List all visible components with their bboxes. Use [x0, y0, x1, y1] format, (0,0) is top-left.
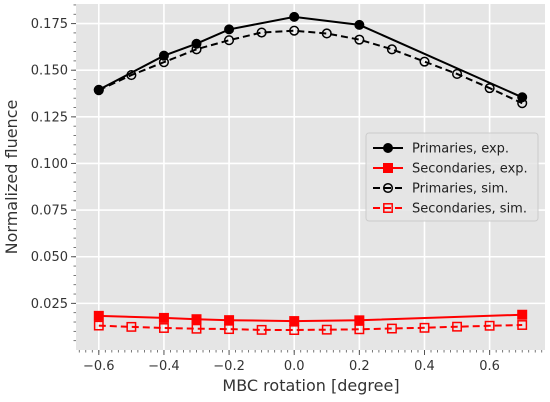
data-point	[517, 98, 528, 109]
y-tick-label: 0.150	[31, 64, 68, 79]
data-point	[289, 25, 300, 36]
data-point	[158, 312, 169, 323]
x-tick-label: −0.2	[213, 359, 245, 374]
data-point	[419, 56, 430, 67]
x-axis-label: MBC rotation [degree]	[222, 376, 399, 395]
axis-ticks: −0.6 −0.4 −0.2 0.0 0.2 0.4 0.6 0.025 0.050 0.075 0…	[31, 4, 543, 374]
data-point	[517, 320, 528, 330]
data-point	[452, 68, 463, 79]
legend-marker	[383, 163, 393, 173]
data-point	[256, 324, 267, 335]
series-line	[98, 324, 523, 332]
data-point	[354, 19, 365, 30]
data-point	[419, 322, 430, 333]
x-tick-label: −0.4	[148, 359, 180, 374]
series-line	[98, 29, 523, 105]
legend-label: Primaries, sim.	[412, 182, 508, 197]
data-point	[354, 324, 365, 335]
data-point	[517, 309, 528, 320]
data-point	[158, 57, 169, 68]
data-point	[126, 321, 137, 332]
series-2	[93, 309, 528, 327]
legend-marker	[383, 203, 393, 213]
y-tick-label: 0.075	[31, 204, 68, 219]
x-tick-label: 0.2	[349, 359, 370, 374]
legend-label: Primaries, exp.	[412, 142, 509, 157]
x-tick-label: 0.6	[479, 359, 500, 374]
legend-marker	[383, 143, 393, 153]
data-point	[321, 28, 332, 39]
data-point	[321, 324, 332, 335]
data-point	[224, 35, 235, 46]
data-point	[224, 24, 235, 35]
y-axis-label: Normalized fluence	[2, 100, 21, 255]
data-point	[484, 83, 495, 94]
data-point	[126, 70, 137, 81]
series-1	[93, 11, 528, 103]
y-tick-label: 0.175	[31, 17, 68, 32]
data-point	[93, 310, 104, 321]
y-tick-label: 0.100	[31, 157, 68, 172]
series-3	[93, 25, 528, 109]
data-point	[289, 316, 300, 327]
x-tick-label: 0.0	[284, 359, 305, 374]
data-point	[224, 315, 235, 326]
data-point	[93, 85, 104, 96]
data-point	[191, 44, 202, 55]
data-point	[256, 27, 267, 38]
y-tick-label: 0.050	[31, 250, 68, 265]
legend-marker	[382, 182, 394, 194]
data-point	[354, 315, 365, 326]
series-4	[93, 320, 528, 335]
legend-item: Secondaries, exp.	[373, 162, 528, 177]
data-point	[386, 323, 397, 334]
x-tick-label: −0.6	[83, 359, 115, 374]
data-point	[386, 44, 397, 55]
legend-item: Primaries, sim.	[373, 182, 508, 197]
data-point	[484, 320, 495, 331]
data-point	[191, 314, 202, 325]
data-point	[289, 325, 300, 335]
data-point	[354, 34, 365, 45]
data-point	[452, 321, 463, 332]
legend-item: Primaries, exp.	[373, 142, 509, 157]
y-tick-label: 0.125	[31, 110, 68, 125]
legend-item: Secondaries, sim.	[373, 202, 527, 217]
series-layer	[93, 11, 528, 335]
data-point	[191, 323, 202, 334]
data-point	[289, 11, 300, 22]
data-point	[224, 324, 235, 335]
legend: Primaries, exp. Secondaries, exp. Primarie…	[365, 132, 539, 222]
legend-box	[365, 132, 539, 222]
x-tick-label: 0.4	[414, 359, 435, 374]
legend-label: Secondaries, sim.	[412, 202, 527, 217]
y-tick-label: 0.025	[31, 297, 68, 312]
data-point	[93, 320, 104, 331]
legend-label: Secondaries, exp.	[412, 162, 528, 177]
data-point	[158, 323, 169, 333]
